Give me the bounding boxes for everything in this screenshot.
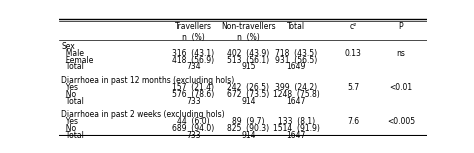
Text: 914: 914 <box>241 131 255 140</box>
Text: 89  (9.7): 89 (9.7) <box>232 117 264 126</box>
Text: No: No <box>61 124 76 133</box>
Text: 915: 915 <box>241 62 255 71</box>
Text: Non-travellers
n  (%): Non-travellers n (%) <box>221 22 276 42</box>
Text: <0.01: <0.01 <box>389 83 412 92</box>
Text: 1647: 1647 <box>286 97 306 106</box>
Text: Female: Female <box>61 56 93 65</box>
Text: c²: c² <box>349 22 357 31</box>
Text: 0.13: 0.13 <box>345 49 362 58</box>
Text: 418  (56.9): 418 (56.9) <box>172 56 214 65</box>
Text: 7.6: 7.6 <box>347 117 359 126</box>
Text: Diarrhoea in past 2 weeks (excluding hols): Diarrhoea in past 2 weeks (excluding hol… <box>61 110 225 119</box>
Text: Male: Male <box>61 49 84 58</box>
Text: Diarrhoea in past 12 months (excluding hols): Diarrhoea in past 12 months (excluding h… <box>61 76 234 85</box>
Text: 672  (73.5): 672 (73.5) <box>228 90 270 99</box>
Text: 733: 733 <box>186 97 201 106</box>
Text: 1649: 1649 <box>286 62 306 71</box>
Text: Total: Total <box>287 22 305 31</box>
Text: 825  (90.3): 825 (90.3) <box>228 124 270 133</box>
Text: 5.7: 5.7 <box>347 83 359 92</box>
Text: Yes: Yes <box>61 83 78 92</box>
Text: Yes: Yes <box>61 117 78 126</box>
Text: Travellers
n  (%): Travellers n (%) <box>175 22 212 42</box>
Text: <0.005: <0.005 <box>387 117 415 126</box>
Text: Sex: Sex <box>61 42 75 51</box>
Text: 576  (78.6): 576 (78.6) <box>172 90 214 99</box>
Text: Total: Total <box>61 62 84 71</box>
Text: P: P <box>399 22 403 31</box>
Text: 931  (56.5): 931 (56.5) <box>275 56 317 65</box>
Text: 689  (94.0): 689 (94.0) <box>172 124 214 133</box>
Text: 914: 914 <box>241 97 255 106</box>
Text: No: No <box>61 90 76 99</box>
Text: 1514  (91.9): 1514 (91.9) <box>273 124 319 133</box>
Text: 133  (8.1): 133 (8.1) <box>278 117 315 126</box>
Text: Total: Total <box>61 131 84 140</box>
Text: 1248  (75.8): 1248 (75.8) <box>273 90 319 99</box>
Text: 733: 733 <box>186 131 201 140</box>
Text: 316  (43.1): 316 (43.1) <box>172 49 214 58</box>
Text: 157  (21.4): 157 (21.4) <box>173 83 214 92</box>
Text: 513  (56.1): 513 (56.1) <box>228 56 270 65</box>
Text: ns: ns <box>396 49 405 58</box>
Text: 1647: 1647 <box>286 131 306 140</box>
Text: 242  (26.5): 242 (26.5) <box>228 83 269 92</box>
Text: Total: Total <box>61 97 84 106</box>
Text: 718  (43.5): 718 (43.5) <box>275 49 317 58</box>
Text: 734: 734 <box>186 62 201 71</box>
Text: 402  (43.9): 402 (43.9) <box>228 49 270 58</box>
Text: 44  (6.0): 44 (6.0) <box>177 117 210 126</box>
Text: 399  (24.2): 399 (24.2) <box>275 83 317 92</box>
